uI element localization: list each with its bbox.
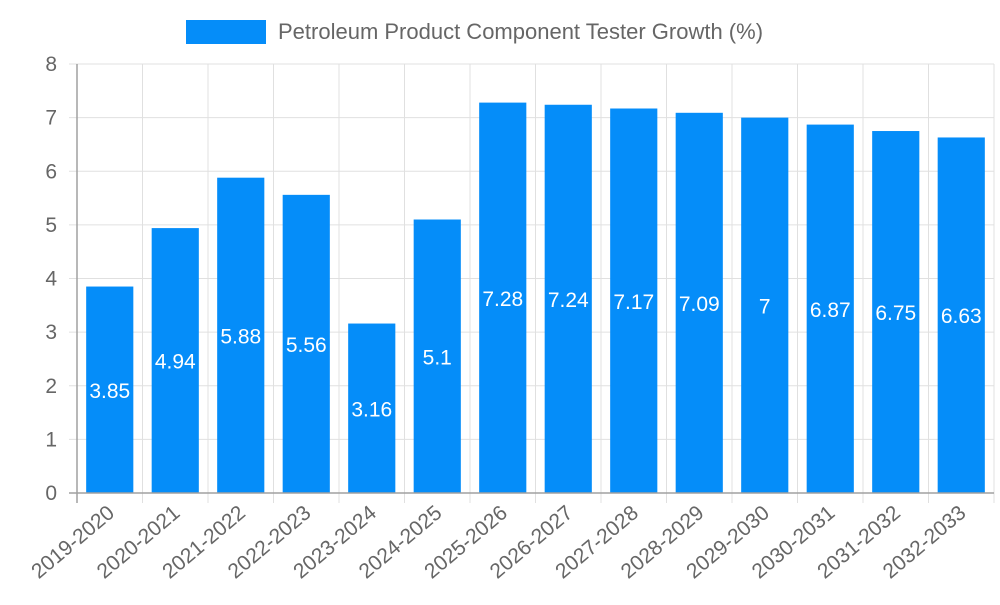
bar <box>217 177 265 493</box>
legend-swatch <box>186 20 266 44</box>
bar <box>806 124 854 493</box>
bar-value-label: 7.17 <box>613 291 654 314</box>
bar-value-label: 7.28 <box>482 288 523 311</box>
bar-value-label: 5.88 <box>220 325 261 348</box>
bar-value-label: 6.63 <box>941 305 982 328</box>
bar <box>479 102 527 494</box>
bar <box>937 137 985 493</box>
bar <box>282 194 330 493</box>
legend-label: Petroleum Product Component Tester Growt… <box>278 19 763 44</box>
y-tick-label: 6 <box>45 160 57 183</box>
legend[interactable]: Petroleum Product Component Tester Growt… <box>186 19 763 44</box>
bars: 3.85 4.94 5.88 5.56 3.16 5.1 7.28 7.24 7.17 7.09 7… <box>86 102 985 494</box>
bar <box>675 112 723 493</box>
bar <box>151 228 199 493</box>
y-tick-label: 7 <box>45 107 57 130</box>
bar-value-label: 5.56 <box>286 334 327 357</box>
axes <box>69 64 994 503</box>
bar-value-label: 7.09 <box>679 293 720 316</box>
bar <box>741 117 789 493</box>
y-tick-label: 3 <box>45 321 57 344</box>
bar <box>348 323 396 493</box>
bar-value-label: 5.1 <box>423 346 452 369</box>
y-axis-ticks: 0 1 2 3 4 5 6 7 8 <box>45 53 57 505</box>
y-tick-label: 8 <box>45 53 57 76</box>
y-tick-label: 2 <box>45 375 57 398</box>
x-axis-ticks: 2019-20202020-20212021-20222022-20232023… <box>27 501 970 583</box>
bar <box>872 131 920 493</box>
bar <box>413 219 461 493</box>
bar-value-label: 3.16 <box>351 398 392 421</box>
bar-value-label: 7.24 <box>548 289 589 312</box>
bar-value-label: 4.94 <box>155 351 196 374</box>
bar <box>610 108 658 493</box>
y-tick-label: 4 <box>45 268 57 291</box>
y-tick-label: 5 <box>45 214 57 237</box>
bar <box>544 104 592 493</box>
y-tick-label: 1 <box>45 428 57 451</box>
bar-value-label: 3.85 <box>89 380 130 403</box>
bar-value-label: 6.87 <box>810 299 851 322</box>
bar <box>86 286 134 493</box>
bar-value-label: 7 <box>759 295 771 318</box>
bar-value-label: 6.75 <box>875 302 916 325</box>
y-tick-label: 0 <box>45 482 57 505</box>
gridlines <box>69 63 995 503</box>
